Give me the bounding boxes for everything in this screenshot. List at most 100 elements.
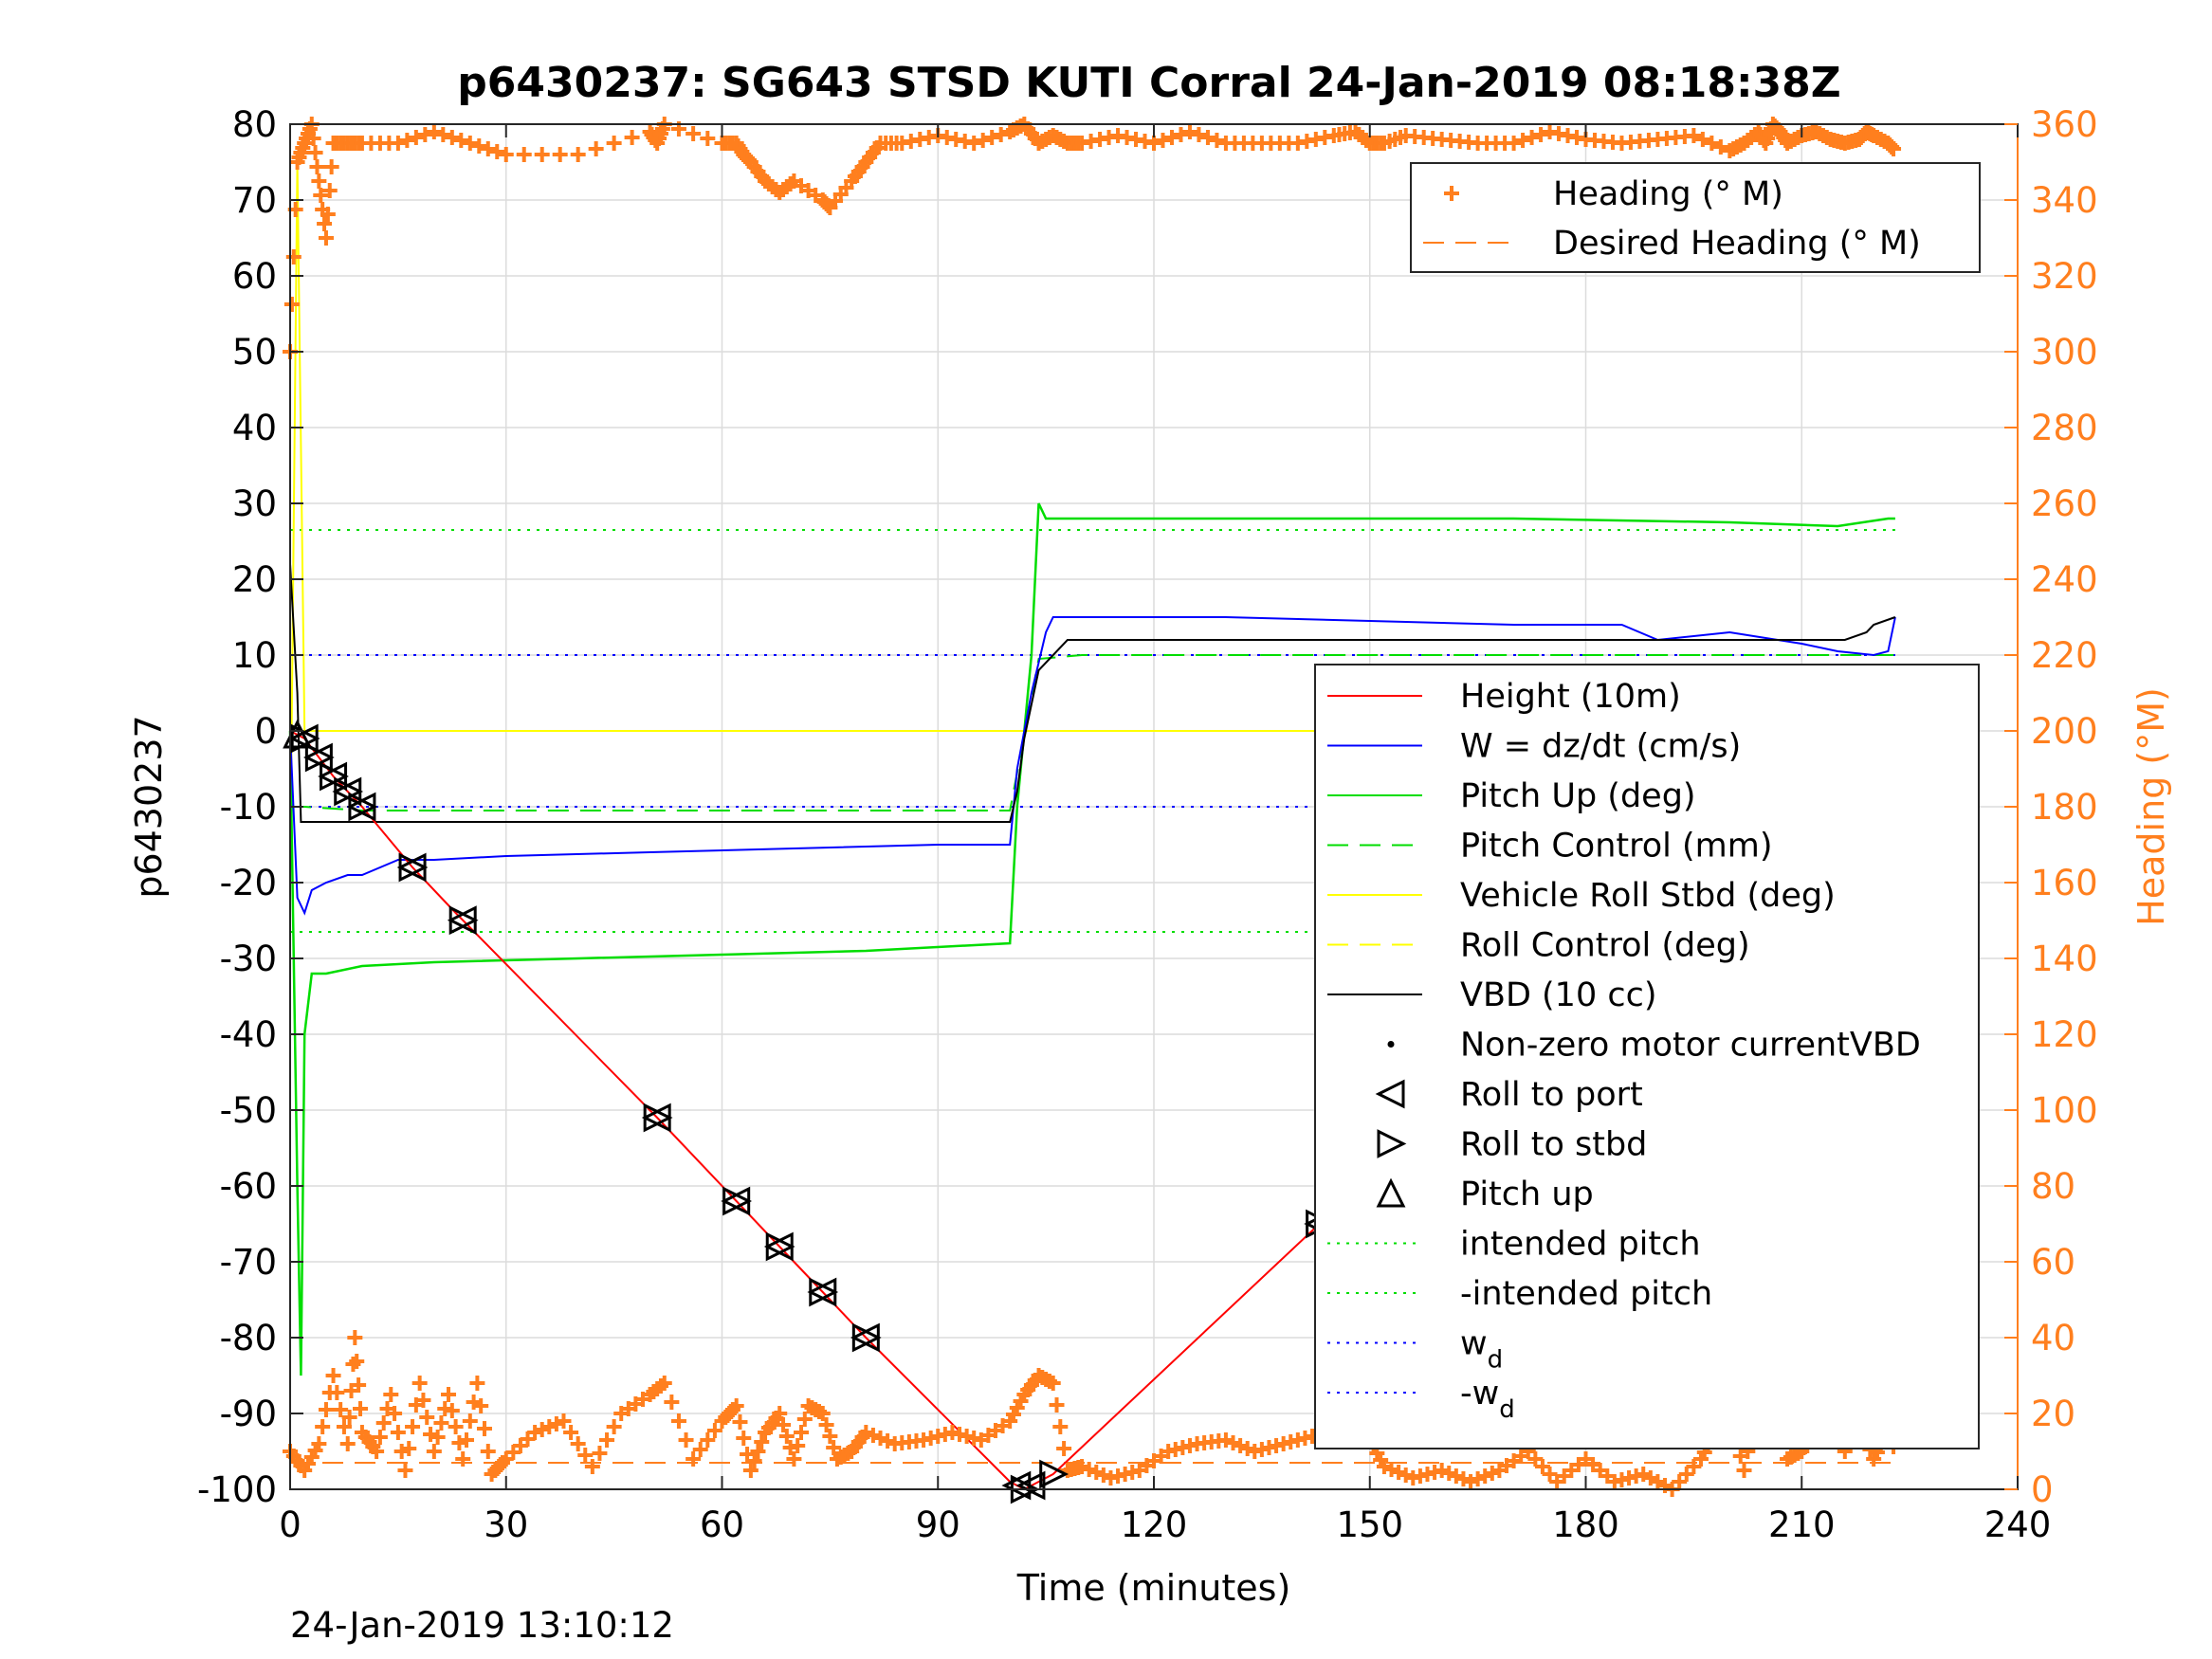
- heading-point: [1052, 1419, 1069, 1434]
- heading-point: [1233, 1438, 1249, 1453]
- legend-main-swatch: [1375, 1079, 1405, 1109]
- heading-point: [462, 1413, 478, 1429]
- legend-main-label: Roll to port: [1460, 1076, 1643, 1114]
- heading-point: [471, 138, 487, 154]
- heading-point: [746, 1453, 762, 1468]
- y2-tick-label: 100: [2031, 1090, 2098, 1131]
- y-tick-label: 70: [232, 180, 277, 221]
- heading-point: [1398, 1468, 1414, 1483]
- y2-tick-label: 160: [2031, 863, 2098, 903]
- legend-heading-box: [1410, 162, 1981, 273]
- y-tick-label: -100: [197, 1469, 277, 1510]
- heading-point: [776, 1417, 792, 1432]
- heading-point: [353, 1401, 369, 1416]
- heading-point: [686, 1451, 702, 1467]
- legend-main-label: Non-zero motor currentVBD: [1460, 1027, 1921, 1065]
- y-tick-label: 0: [254, 711, 277, 752]
- y2-axis-label: Heading (°M): [2130, 687, 2172, 926]
- heading-point: [826, 1440, 842, 1455]
- heading-point: [1146, 136, 1161, 151]
- heading-point: [750, 1444, 766, 1459]
- heading-point: [706, 1423, 722, 1438]
- chart-title: p6430237: SG643 STSD KUTI Corral 24-Jan-…: [457, 59, 1840, 107]
- heading-point: [390, 1425, 406, 1440]
- legend-main-label: Pitch Control (mm): [1460, 828, 1772, 866]
- y-tick-label: 60: [232, 256, 277, 297]
- x-tick-label: 180: [1552, 1504, 1619, 1545]
- heading-point: [865, 1428, 881, 1443]
- heading-point: [1484, 1466, 1500, 1481]
- heading-point: [347, 1330, 363, 1345]
- heading-point: [390, 136, 406, 151]
- legend-main-subscript: d: [1499, 1395, 1515, 1424]
- heading-point: [1678, 1467, 1694, 1482]
- y2-tick-label: 260: [2031, 483, 2098, 524]
- y-tick-label: -50: [220, 1090, 277, 1131]
- heading-point: [1074, 1459, 1090, 1474]
- heading-point: [1209, 133, 1225, 148]
- heading-point: [1081, 1462, 1097, 1477]
- heading-point: [548, 1416, 564, 1431]
- heading-point: [1191, 127, 1207, 142]
- legend-heading-label: Heading (° M): [1553, 175, 1783, 213]
- y2-tick-labels: 3603403203002802602402202001801601401201…: [2031, 104, 2098, 1510]
- y-tick-label: 30: [232, 483, 277, 524]
- heading-point: [606, 136, 622, 151]
- y2-tick-label: 280: [2031, 408, 2098, 448]
- heading-point: [336, 1419, 352, 1434]
- heading-point: [383, 1387, 399, 1402]
- heading-point: [1455, 1471, 1472, 1486]
- heading-point: [387, 1406, 403, 1421]
- heading-point: [323, 159, 339, 174]
- heading-point: [283, 297, 300, 312]
- heading-point: [415, 1393, 431, 1408]
- heading-point: [1736, 1463, 1752, 1478]
- heading-point: [1434, 1463, 1450, 1478]
- roll-to-stbd-marker: [290, 723, 320, 754]
- heading-point: [1534, 1459, 1550, 1474]
- heading-point: [489, 144, 505, 159]
- heading-point: [570, 147, 586, 162]
- roll-to-stbd-marker: [398, 852, 429, 883]
- heading-point: [966, 136, 982, 151]
- heading-point: [476, 1421, 492, 1436]
- y-tick-label: 10: [232, 635, 277, 676]
- heading-point: [399, 133, 415, 148]
- y-tick-labels: 80 70 60 50 40 30 20 10 0 -10 -20 -30 -40 -50 -60 -70 -8…: [197, 104, 277, 1510]
- roll-to-stbd-marker: [334, 776, 364, 807]
- roll-to-stbd-marker: [1039, 1459, 1069, 1489]
- heading-point: [700, 1432, 716, 1448]
- heading-point: [1448, 1468, 1464, 1484]
- heading-point: [1515, 133, 1531, 148]
- heading-point: [1181, 124, 1197, 139]
- y-tick-label: 50: [232, 332, 277, 373]
- x-tick-label: 90: [916, 1504, 960, 1545]
- heading-point: [794, 1425, 810, 1440]
- y2-tick-label: 320: [2031, 256, 2098, 297]
- legend-main-label: Vehicle Roll Stbd (deg): [1460, 877, 1836, 915]
- legend-main-label: Height (10m): [1460, 678, 1681, 716]
- roll-to-stbd-marker: [851, 1322, 882, 1353]
- y2-tick-label: 120: [2031, 1014, 2098, 1055]
- heading-point: [1463, 1474, 1479, 1489]
- y2-tick-label: 80: [2031, 1166, 2075, 1207]
- heading-point: [1155, 133, 1171, 148]
- heading-point: [656, 1376, 672, 1391]
- heading-point: [433, 1415, 449, 1431]
- roll-to-stbd-marker: [643, 1103, 673, 1133]
- y2-tick-label: 180: [2031, 787, 2098, 828]
- heading-point: [570, 1436, 586, 1451]
- heading-point: [736, 1431, 752, 1446]
- heading-point: [311, 1436, 327, 1451]
- heading-point: [577, 1448, 594, 1463]
- heading-point: [599, 1432, 615, 1448]
- legend-main-label: VBD (10 cc): [1460, 976, 1657, 1014]
- heading-point: [448, 1419, 464, 1434]
- heading-point: [426, 124, 442, 139]
- y2-tick-label: 140: [2031, 939, 2098, 979]
- heading-point: [1470, 1471, 1486, 1486]
- heading-point: [408, 130, 424, 145]
- heading-point: [480, 1444, 496, 1459]
- heading-point: [419, 1410, 435, 1425]
